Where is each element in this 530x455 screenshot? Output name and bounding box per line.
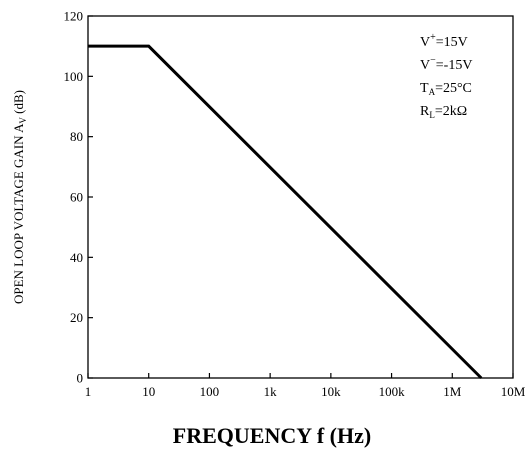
- y-tick-label: 0: [77, 371, 84, 386]
- condition-line: TA=25°C: [420, 81, 472, 97]
- y-tick-label: 40: [70, 250, 83, 265]
- x-axis-ticks: 1 10 100 1k 10k 100k 1M 10M: [85, 373, 526, 399]
- x-tick-label: 10M: [501, 384, 526, 399]
- y-tick-label: 120: [64, 9, 84, 24]
- x-tick-label: 10k: [321, 384, 341, 399]
- y-tick-label: 60: [70, 190, 83, 205]
- x-tick-label: 1k: [264, 384, 278, 399]
- y-tick-label: 80: [70, 129, 83, 144]
- series-layer: [88, 44, 483, 380]
- y-axis-ticks: 0 20 40 60 80 100 120: [64, 9, 93, 386]
- y-tick-label: 20: [70, 310, 83, 325]
- y-axis-label: OPEN LOOP VOLTAGE GAIN AV (dB): [11, 90, 28, 304]
- condition-line: V−=-15V: [420, 55, 472, 73]
- x-tick-label: 1M: [443, 384, 462, 399]
- x-tick-label: 1: [85, 384, 92, 399]
- condition-line: V+=15V: [420, 32, 468, 50]
- x-tick-label: 100: [200, 384, 220, 399]
- x-axis-label: FREQUENCY f (Hz): [173, 423, 371, 448]
- y-tick-label: 100: [64, 69, 84, 84]
- condition-line: RL=2kΩ: [420, 104, 467, 120]
- gain-curve: [88, 44, 483, 380]
- condition-annotations: V+=15V V−=-15V TA=25°C RL=2kΩ: [420, 32, 472, 120]
- x-tick-label: 100k: [379, 384, 406, 399]
- x-tick-label: 10: [142, 384, 155, 399]
